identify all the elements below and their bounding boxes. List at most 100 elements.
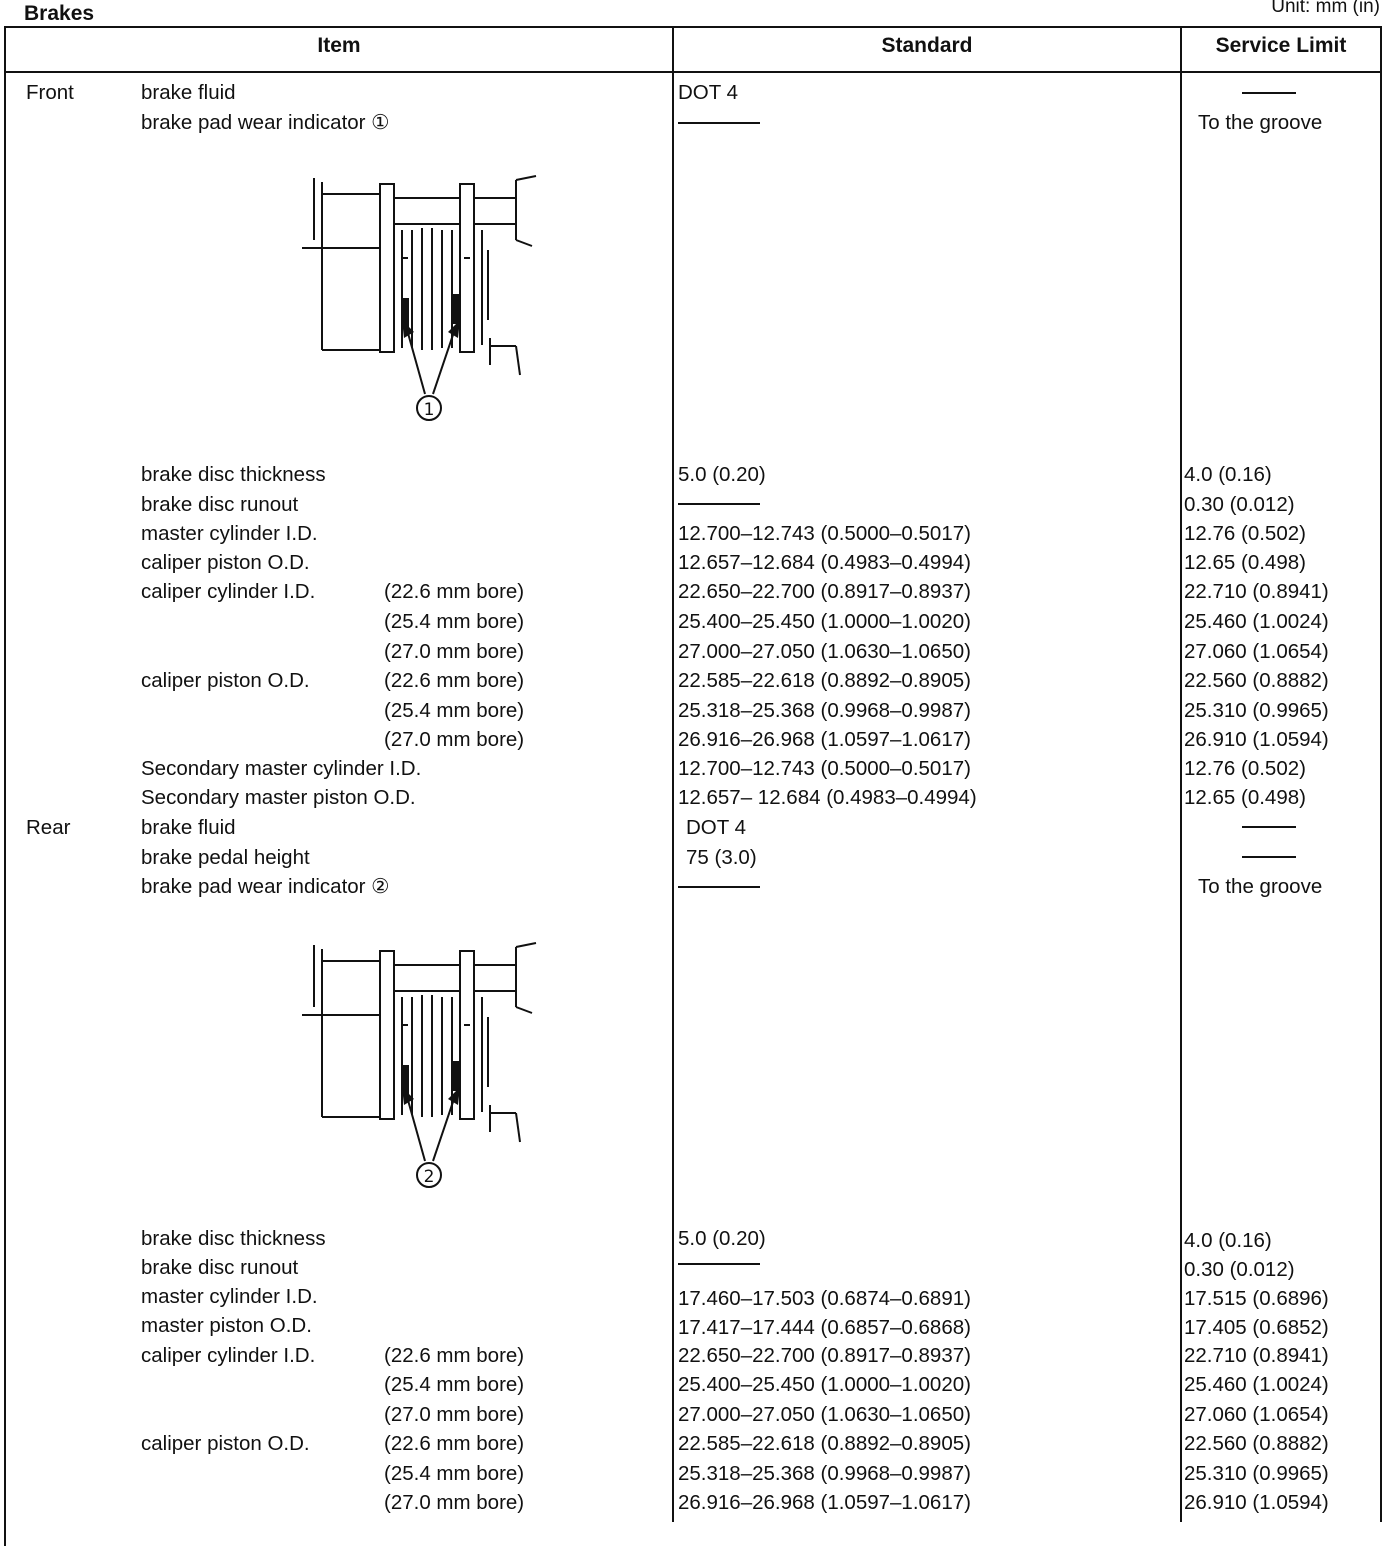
- std-rear-master-cyl: 17.460–17.503 (0.6874–0.6891): [678, 1287, 971, 1310]
- limit-front-disc-thickness: 4.0 (0.16): [1184, 463, 1272, 486]
- bore-front-caliper-cyl-3: (27.0 mm bore): [384, 640, 525, 663]
- header-service-limit: Service Limit: [1215, 34, 1347, 57]
- item-front-master-cyl: master cylinder I.D.: [141, 522, 318, 545]
- table-frame: [4, 26, 1382, 1546]
- limit-front-caliper-piston-1: 22.560 (0.8882): [1184, 669, 1329, 692]
- column-divider-standard: [672, 26, 674, 1522]
- group-label-rear: Rear: [26, 816, 71, 839]
- front-pad-wear-diagram: 1: [302, 175, 537, 421]
- item-rear-master-cyl: master cylinder I.D.: [141, 1285, 318, 1308]
- limit-front-caliper-cyl-3: 27.060 (1.0654): [1184, 640, 1329, 663]
- std-rear-caliper-cyl-2: 25.400–25.450 (1.0000–1.0020): [678, 1373, 971, 1396]
- item-rear-caliper-piston-bores: caliper piston O.D.: [141, 1432, 310, 1455]
- bore-front-caliper-cyl-2: (25.4 mm bore): [384, 610, 525, 633]
- std-rear-caliper-piston-2: 25.318–25.368 (0.9968–0.9987): [678, 1462, 971, 1485]
- limit-front-caliper-piston-2: 25.310 (0.9965): [1184, 699, 1329, 722]
- std-front-caliper-piston-1: 22.585–22.618 (0.8892–0.8905): [678, 669, 971, 692]
- std-rear-caliper-cyl-1: 22.650–22.700 (0.8917–0.8937): [678, 1344, 971, 1367]
- limit-rear-caliper-piston-1: 22.560 (0.8882): [1184, 1432, 1329, 1455]
- std-front-pad-wear-none: [678, 122, 760, 124]
- std-rear-pad-wear-none: [678, 886, 760, 888]
- bore-front-caliper-piston-3: (27.0 mm bore): [384, 728, 525, 751]
- limit-rear-disc-runout: 0.30 (0.012): [1184, 1258, 1295, 1281]
- item-front-secondary-master-cyl: Secondary master cylinder I.D.: [141, 757, 422, 780]
- std-rear-caliper-piston-3: 26.916–26.968 (1.0597–1.0617): [678, 1491, 971, 1514]
- item-rear-caliper-cyl: caliper cylinder I.D.: [141, 1344, 316, 1367]
- std-front-secondary-master-cyl: 12.700–12.743 (0.5000–0.5017): [678, 757, 971, 780]
- std-rear-disc-thickness: 5.0 (0.20): [678, 1227, 766, 1250]
- limit-front-secondary-master-cyl: 12.76 (0.502): [1184, 757, 1306, 780]
- header-standard: Standard: [881, 34, 973, 57]
- limit-rear-master-piston: 17.405 (0.6852): [1184, 1316, 1329, 1339]
- item-rear-master-piston: master piston O.D.: [141, 1314, 312, 1337]
- std-rear-caliper-cyl-3: 27.000–27.050 (1.0630–1.0650): [678, 1403, 971, 1426]
- unit-label: Unit: mm (in): [1271, 0, 1380, 17]
- std-front-caliper-piston-2: 25.318–25.368 (0.9968–0.9987): [678, 699, 971, 722]
- limit-rear-pad-wear: To the groove: [1198, 875, 1323, 898]
- header-item: Item: [317, 34, 361, 57]
- std-rear-pedal-height: 75 (3.0): [686, 846, 757, 869]
- bore-rear-caliper-piston-3: (27.0 mm bore): [384, 1491, 525, 1514]
- bore-front-caliper-piston-2: (25.4 mm bore): [384, 699, 525, 722]
- item-front-caliper-cyl: caliper cylinder I.D.: [141, 580, 316, 603]
- bore-rear-caliper-piston-1: (22.6 mm bore): [384, 1432, 525, 1455]
- bore-front-caliper-piston-1: (22.6 mm bore): [384, 669, 525, 692]
- item-rear-pedal-height: brake pedal height: [141, 846, 310, 869]
- limit-rear-caliper-cyl-3: 27.060 (1.0654): [1184, 1403, 1329, 1426]
- std-rear-master-piston: 17.417–17.444 (0.6857–0.6868): [678, 1316, 971, 1339]
- std-front-disc-runout-none: [678, 503, 760, 505]
- limit-rear-caliper-piston-3: 26.910 (1.0594): [1184, 1491, 1329, 1514]
- limit-rear-brake-fluid-none: [1242, 826, 1296, 828]
- bore-rear-caliper-cyl-2: (25.4 mm bore): [384, 1373, 525, 1396]
- limit-rear-disc-thickness: 4.0 (0.16): [1184, 1229, 1272, 1252]
- item-front-brake-fluid: brake fluid: [141, 81, 236, 104]
- item-front-disc-thickness: brake disc thickness: [141, 463, 326, 486]
- std-front-caliper-piston-3: 26.916–26.968 (1.0597–1.0617): [678, 728, 971, 751]
- std-front-caliper-piston: 12.657–12.684 (0.4983–0.4994): [678, 551, 971, 574]
- limit-front-secondary-master-piston: 12.65 (0.498): [1184, 786, 1306, 809]
- limit-rear-caliper-cyl-2: 25.460 (1.0024): [1184, 1373, 1329, 1396]
- limit-front-brake-fluid-none: [1242, 92, 1296, 94]
- std-front-caliper-cyl-3: 27.000–27.050 (1.0630–1.0650): [678, 640, 971, 663]
- std-front-secondary-master-piston: 12.657– 12.684 (0.4983–0.4994): [678, 786, 977, 809]
- group-label-front: Front: [26, 81, 74, 104]
- limit-front-pad-wear: To the groove: [1198, 111, 1323, 134]
- std-rear-brake-fluid: DOT 4: [686, 816, 746, 839]
- item-front-caliper-piston: caliper piston O.D.: [141, 551, 310, 574]
- bore-rear-caliper-piston-2: (25.4 mm bore): [384, 1462, 525, 1485]
- item-rear-brake-fluid: brake fluid: [141, 816, 236, 839]
- item-front-secondary-master-piston: Secondary master piston O.D.: [141, 786, 416, 809]
- bore-rear-caliper-cyl-1: (22.6 mm bore): [384, 1344, 525, 1367]
- std-rear-disc-runout-none: [678, 1263, 760, 1265]
- svg-text:1: 1: [424, 400, 435, 420]
- limit-rear-pedal-height-none: [1242, 856, 1296, 858]
- limit-front-caliper-piston: 12.65 (0.498): [1184, 551, 1306, 574]
- limit-front-master-cyl: 12.76 (0.502): [1184, 522, 1306, 545]
- limit-rear-caliper-piston-2: 25.310 (0.9965): [1184, 1462, 1329, 1485]
- limit-front-caliper-piston-3: 26.910 (1.0594): [1184, 728, 1329, 751]
- header-divider: [4, 71, 1382, 73]
- limit-front-caliper-cyl-2: 25.460 (1.0024): [1184, 610, 1329, 633]
- std-front-caliper-cyl-1: 22.650–22.700 (0.8917–0.8937): [678, 580, 971, 603]
- item-rear-disc-thickness: brake disc thickness: [141, 1227, 326, 1250]
- std-front-caliper-cyl-2: 25.400–25.450 (1.0000–1.0020): [678, 610, 971, 633]
- std-rear-caliper-piston-1: 22.585–22.618 (0.8892–0.8905): [678, 1432, 971, 1455]
- item-front-pad-wear: brake pad wear indicator ①: [141, 111, 390, 134]
- bore-rear-caliper-cyl-3: (27.0 mm bore): [384, 1403, 525, 1426]
- column-divider-limit: [1180, 26, 1182, 1522]
- limit-front-caliper-cyl-1: 22.710 (0.8941): [1184, 580, 1329, 603]
- limit-rear-master-cyl: 17.515 (0.6896): [1184, 1287, 1329, 1310]
- bore-front-caliper-cyl-1: (22.6 mm bore): [384, 580, 525, 603]
- std-front-disc-thickness: 5.0 (0.20): [678, 463, 766, 486]
- right-border: [1380, 26, 1382, 1522]
- rear-pad-wear-diagram: 2: [302, 942, 537, 1188]
- limit-rear-caliper-cyl-1: 22.710 (0.8941): [1184, 1344, 1329, 1367]
- std-front-brake-fluid: DOT 4: [678, 81, 738, 104]
- item-rear-disc-runout: brake disc runout: [141, 1256, 299, 1279]
- section-title: Brakes: [18, 2, 101, 26]
- item-front-caliper-piston-bores: caliper piston O.D.: [141, 669, 310, 692]
- svg-text:2: 2: [424, 1167, 435, 1187]
- item-front-disc-runout: brake disc runout: [141, 493, 299, 516]
- limit-front-disc-runout: 0.30 (0.012): [1184, 493, 1295, 516]
- item-rear-pad-wear: brake pad wear indicator ②: [141, 875, 390, 898]
